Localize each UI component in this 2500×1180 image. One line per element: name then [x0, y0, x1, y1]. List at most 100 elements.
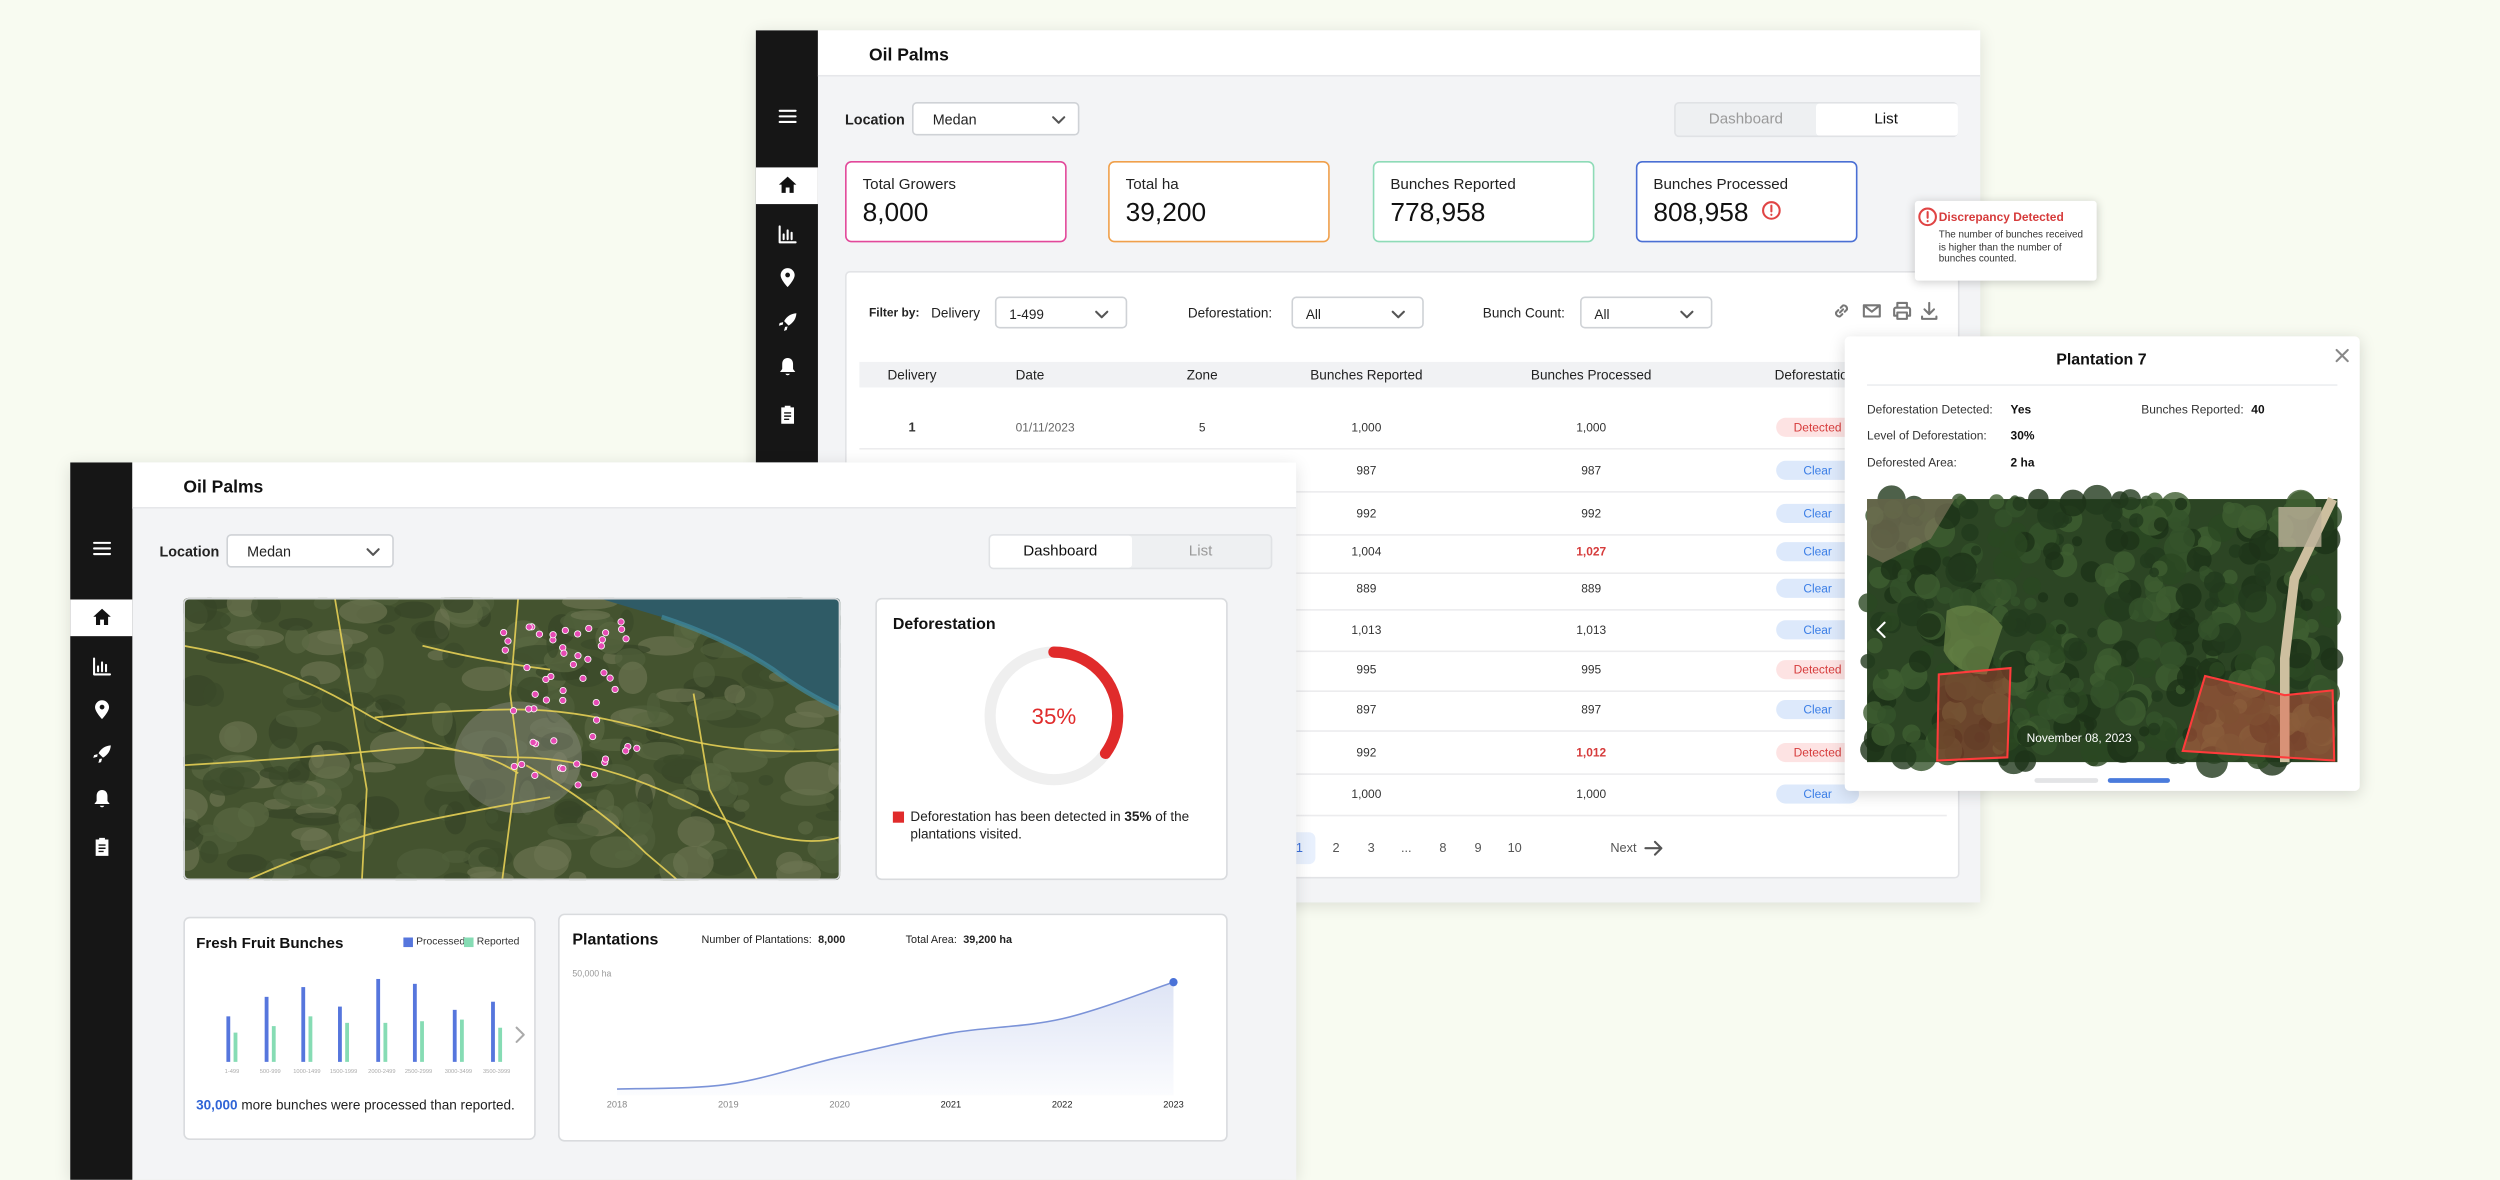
plantation-marker[interactable] — [531, 771, 539, 779]
plantation-marker[interactable] — [600, 669, 608, 677]
stat-label: Total Area: — [905, 935, 957, 947]
plantation-marker[interactable] — [574, 652, 582, 660]
plantation-marker[interactable] — [523, 663, 531, 672]
plantation-marker[interactable] — [593, 716, 601, 724]
page-number[interactable]: 9 — [1474, 841, 1482, 856]
pin-icon[interactable] — [776, 266, 798, 288]
page-number[interactable]: 8 — [1439, 841, 1447, 856]
plantation-marker[interactable] — [602, 629, 610, 637]
location-dropdown[interactable]: Medan — [911, 102, 1080, 136]
close-icon[interactable] — [2331, 344, 2353, 366]
plantation-marker[interactable] — [601, 755, 610, 763]
plantation-marker[interactable] — [585, 624, 593, 633]
plantation-marker[interactable] — [535, 630, 544, 638]
clip-icon[interactable] — [776, 403, 798, 425]
bell-icon[interactable] — [91, 788, 113, 810]
home-icon[interactable] — [91, 606, 113, 628]
plantation-marker[interactable] — [592, 699, 600, 707]
next-button[interactable]: Next — [1610, 841, 1637, 856]
view-tab[interactable]: List — [1816, 103, 1958, 136]
plantation-marker[interactable] — [529, 738, 537, 746]
mail-icon[interactable] — [1861, 300, 1883, 322]
plantation-marker[interactable] — [500, 628, 508, 637]
home-icon[interactable] — [776, 174, 798, 196]
view-tab[interactable]: List — [1130, 536, 1272, 568]
chev-left-icon[interactable] — [1870, 619, 1892, 641]
arrow-right-icon[interactable] — [1642, 837, 1664, 859]
plantation-marker[interactable] — [569, 660, 577, 669]
plantation-marker[interactable] — [561, 626, 569, 635]
tree-canopy — [2175, 734, 2201, 760]
plantation-marker[interactable] — [525, 623, 533, 631]
plantation-marker[interactable] — [579, 674, 587, 682]
plantation-marker[interactable] — [584, 655, 592, 663]
carousel-dot[interactable] — [2107, 778, 2170, 783]
info-icon[interactable] — [1760, 199, 1782, 221]
chart-icon[interactable] — [776, 223, 798, 245]
print-icon[interactable] — [1891, 300, 1913, 322]
download-icon[interactable] — [1918, 300, 1940, 322]
page-number[interactable]: 10 — [1507, 841, 1522, 856]
view-tab[interactable]: Dashboard — [990, 535, 1133, 568]
plantation-marker[interactable] — [525, 705, 533, 713]
chev-right-icon[interactable] — [509, 1024, 531, 1046]
plantation-marker[interactable] — [559, 764, 567, 773]
plantation-marker[interactable] — [504, 637, 512, 645]
plantation-marker[interactable] — [509, 707, 518, 715]
plantation-marker[interactable] — [617, 618, 625, 626]
page-title: Oil Palms — [868, 46, 949, 66]
menu-icon[interactable] — [776, 105, 798, 127]
tree-canopy — [1913, 547, 1941, 575]
view-tab[interactable]: Dashboard — [1676, 104, 1818, 136]
tree-canopy — [1867, 637, 1883, 654]
carousel-dot[interactable] — [2034, 778, 2099, 783]
menu-icon[interactable] — [91, 537, 113, 559]
view-toggle: Dashboard List — [988, 534, 1273, 570]
plantation-marker[interactable] — [531, 690, 539, 698]
plantation-marker[interactable] — [573, 760, 581, 768]
location-dropdown[interactable]: Medan — [226, 534, 394, 568]
page-number[interactable]: 3 — [1367, 841, 1375, 856]
plantation-marker[interactable] — [622, 635, 630, 643]
page-number[interactable]: ... — [1400, 841, 1412, 856]
plantation-marker[interactable] — [549, 631, 557, 639]
end-point[interactable] — [1169, 978, 1178, 987]
filter-dropdown[interactable]: 1-499 — [994, 296, 1128, 329]
plantation-marker[interactable] — [574, 781, 582, 789]
tree-canopy — [2028, 488, 2049, 510]
plantation-marker[interactable] — [510, 762, 518, 771]
bar — [226, 1016, 231, 1062]
pin-icon[interactable] — [91, 698, 113, 720]
plantation-marker[interactable] — [611, 685, 619, 694]
filter-dropdown[interactable]: All — [1291, 296, 1424, 329]
plantation-marker[interactable] — [622, 747, 630, 755]
plantation-stat: Number of Plantations: 8,000 — [702, 935, 846, 946]
plantation-marker[interactable] — [542, 696, 550, 704]
plantation-marker[interactable] — [550, 737, 558, 745]
bell-icon[interactable] — [776, 356, 798, 378]
plantation-marker[interactable] — [589, 732, 597, 741]
clip-icon[interactable] — [91, 835, 113, 857]
plantation-marker[interactable] — [590, 770, 599, 779]
plantation-marker[interactable] — [574, 630, 582, 638]
rocket-icon[interactable] — [776, 311, 798, 333]
plantation-marker[interactable] — [542, 675, 550, 684]
filter-dropdown[interactable]: All — [1580, 296, 1713, 329]
plantation-marker[interactable] — [618, 625, 626, 633]
page-number[interactable]: 2 — [1332, 841, 1340, 856]
plantation-marker[interactable] — [598, 636, 606, 644]
rocket-icon[interactable] — [91, 743, 113, 765]
tree-canopy — [2222, 569, 2238, 585]
page-number[interactable]: 1 — [1295, 841, 1303, 856]
tree-canopy — [2164, 727, 2179, 742]
chart-icon[interactable] — [91, 655, 113, 677]
link-icon[interactable] — [1830, 300, 1852, 322]
plantation-marker[interactable] — [518, 760, 526, 769]
plantation-marker[interactable] — [597, 642, 605, 650]
plantation-marker[interactable] — [606, 674, 614, 682]
plantation-marker[interactable] — [501, 646, 509, 654]
plantation-marker[interactable] — [560, 649, 568, 657]
plantation-marker[interactable] — [559, 696, 567, 705]
plantation-marker[interactable] — [633, 744, 641, 752]
plantation-marker[interactable] — [559, 686, 567, 695]
